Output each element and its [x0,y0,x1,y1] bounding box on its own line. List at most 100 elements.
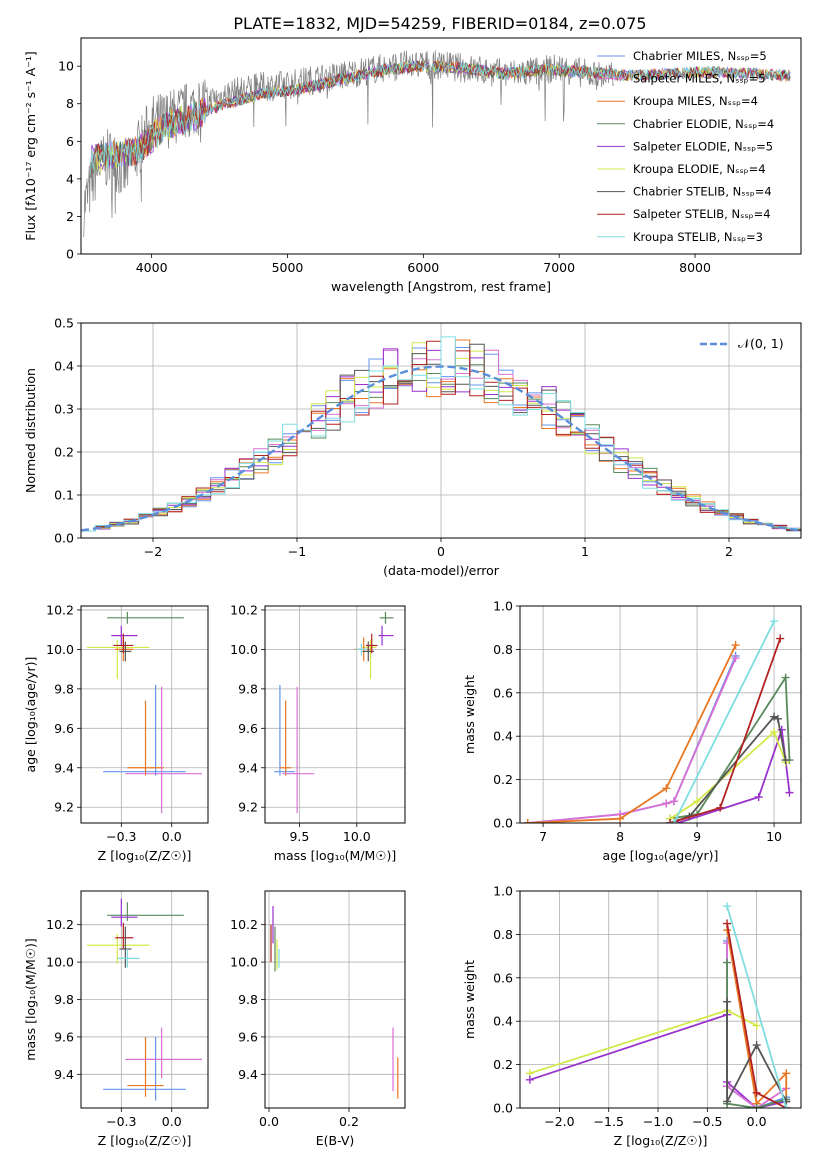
plot-area [87,898,202,1101]
data-marker [782,1069,791,1078]
legend-label: Kroupa MILES, Nₛₛₚ=4 [633,94,758,108]
legend-label: 𝒩(0, 1) [738,336,784,351]
y-tick-label: 10.2 [46,917,74,932]
data-marker [669,797,678,806]
y-tick-label: 0.2 [493,772,513,787]
y-axis-label: mass [log₁₀(M/M☉)] [23,938,38,1060]
x-tick-label: 0.2 [339,1114,359,1129]
series-line [527,644,737,823]
x-tick-label: 8000 [679,260,711,275]
model-line [90,60,791,176]
y-tick-label: 0.4 [54,359,74,374]
data-marker [770,727,779,736]
y-tick-label: 1.0 [493,599,513,614]
x-tick-label: −1.0 [643,1114,673,1129]
data-marker [770,617,779,626]
y-tick-label: 0.8 [493,927,513,942]
y-tick-label: 10.2 [230,602,258,617]
data-marker [752,1021,761,1030]
x-tick-label: 5000 [272,260,304,275]
x-tick-label: 0.0 [747,1114,767,1129]
y-tick-label: 0.0 [493,1101,513,1116]
x-tick-label: 9 [693,829,701,844]
y-tick-label: 2 [66,209,74,224]
plot-area [87,611,202,814]
x-axis-label: Z [log₁₀(Z/Z☉)] [614,1133,708,1148]
y-tick-label: 0.0 [54,531,74,546]
x-tick-label: 0.0 [259,1114,279,1129]
plot-area [83,50,791,238]
legend-label: Kroupa STELIB, Nₛₛₚ=3 [633,230,763,244]
series-line [726,1001,787,1102]
panel-spectrum: 4000 5000 6000 7000 8000 0 2 4 6 8 10 wavelength [A… [23,37,802,294]
data-marker [723,1097,732,1106]
panel-massweight-vs-age: 7 8 9 10 0.0 0.2 0.4 0.6 0.8 1.0 age [log₁₀(age/yr… [462,599,802,863]
data-marker [781,756,790,765]
y-tick-label: 10 [58,59,74,74]
data-marker [662,799,671,808]
data-marker [716,803,725,812]
x-tick-label: 0.0 [162,829,182,844]
y-tick-label: 0.6 [493,685,513,700]
data-spectrum-line [83,50,614,238]
y-tick-label: 0.6 [493,970,513,985]
data-marker [781,673,790,682]
panel-age-vs-Z: −0.3 0.0 9.2 9.4 9.6 9.8 10.0 10.2 Z [log₁₀(Z/Z☉… [23,602,209,863]
y-tick-label: 0.4 [493,729,513,744]
data-marker [693,797,702,806]
y-tick-label: 9.6 [238,1029,258,1044]
y-tick-label: 8 [66,96,74,111]
y-tick-label: 9.8 [238,681,258,696]
y-tick-label: 9.2 [238,800,258,815]
data-marker [723,902,732,911]
data-marker [723,997,732,1006]
data-marker [616,814,625,823]
y-tick-label: 9.8 [54,992,74,1007]
y-tick-label: 10.0 [230,955,258,970]
data-marker [662,784,671,793]
data-marker [782,1104,791,1108]
y-tick-label: 0.2 [493,1057,513,1072]
x-axis-label: (data-model)/error [383,563,500,578]
data-marker [723,919,732,928]
axes-frame [80,322,802,539]
plot-area [270,905,399,1099]
y-tick-label: 9.8 [238,992,258,1007]
x-axis-label: mass [log₁₀(M/M☉)] [274,848,396,863]
y-tick-label: 9.4 [54,760,74,775]
series-line [677,729,791,823]
y-tick-label: 0.8 [493,642,513,657]
axes-frame [80,605,209,824]
axes-frame [80,890,209,1109]
axes-frame [80,37,802,255]
axes-frame [519,890,802,1109]
y-tick-label: 0 [66,247,74,262]
plot-area [274,611,394,814]
data-marker [666,819,675,823]
y-axis-label: mass weight [462,675,477,754]
x-tick-label: 1 [581,544,589,559]
y-tick-label: 10.0 [46,642,74,657]
y-tick-label: 10.0 [46,955,74,970]
x-tick-label: −2.0 [544,1114,574,1129]
y-tick-label: 1.0 [493,884,513,899]
x-tick-label: 2 [725,544,733,559]
y-tick-label: 0.0 [493,816,513,831]
data-marker [723,958,732,967]
legend-label: Chabrier STELIB, Nₛₛₚ=4 [633,185,772,199]
x-tick-label: −0.3 [106,1114,136,1129]
series-line [669,674,791,820]
legend-label: Salpeter MILES, Nₛₛₚ=5 [633,72,766,86]
y-tick-label: 9.6 [238,721,258,736]
y-tick-label: 0.3 [54,402,74,417]
figure-title: PLATE=1832, MJD=54259, FIBERID=0184, z=0… [233,14,646,33]
x-axis-label: E(B-V) [316,1133,355,1148]
series-line [726,929,788,1108]
data-marker [776,634,785,643]
panel-residuals: −2 −1 0 1 2 0.0 0.1 0.2 0.3 0.4 0.5 (data-model)/er… [23,316,802,578]
normal-curve [81,365,801,532]
y-axis-label: Flux [fλ10⁻¹⁷ erg cm⁻² s⁻¹ A⁻¹] [23,51,38,240]
x-tick-label: −0.5 [692,1114,722,1129]
x-tick-label: 6000 [407,260,439,275]
